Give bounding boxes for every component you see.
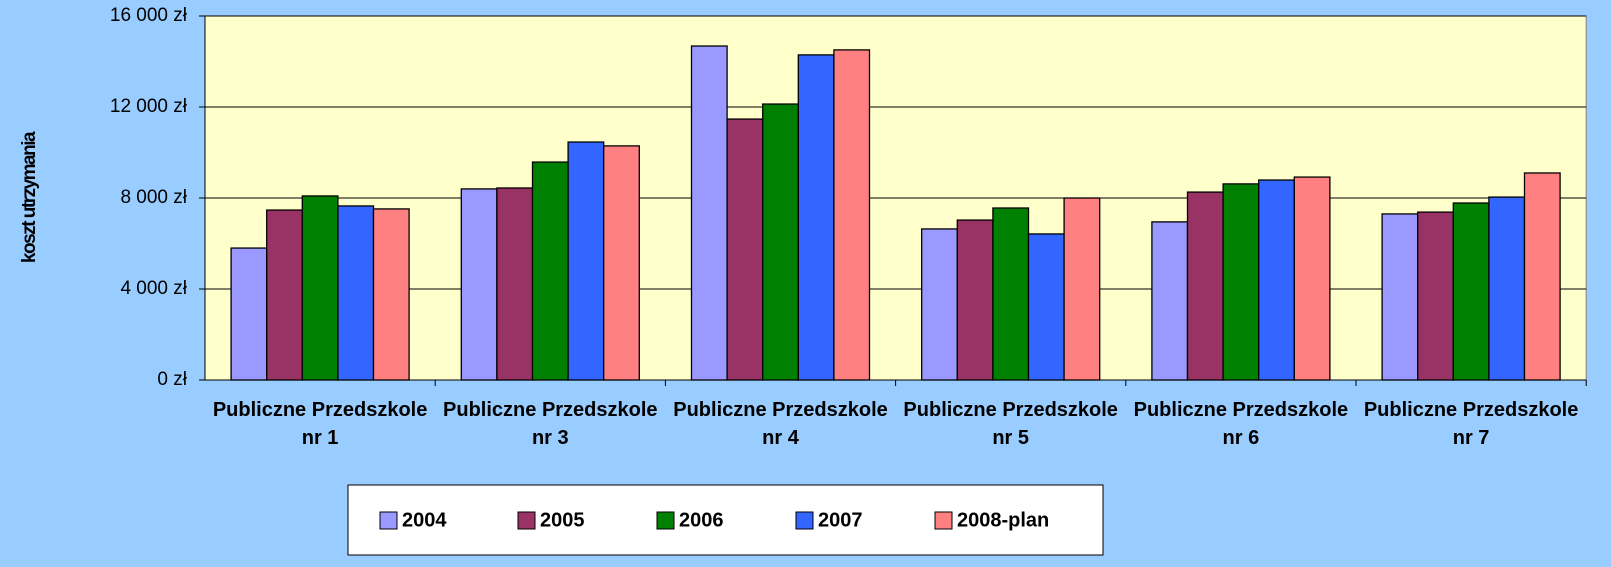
y-tick-label: 8 000 zł <box>120 187 187 208</box>
bar <box>1452 202 1490 381</box>
bar <box>1293 176 1331 381</box>
legend-swatch <box>379 511 398 530</box>
bar <box>1027 233 1065 381</box>
legend-label: 2006 <box>679 509 724 531</box>
x-tick-label: Publiczne Przedszkole nr 1 <box>212 399 428 449</box>
bar <box>833 49 871 381</box>
legend-label: 2005 <box>540 509 585 531</box>
legend-label: 2004 <box>402 509 447 531</box>
bar <box>372 208 410 381</box>
bar <box>1258 179 1295 381</box>
bar <box>337 205 375 381</box>
legend-swatch <box>934 511 953 530</box>
legend-swatch <box>517 511 536 530</box>
legend-swatch <box>656 511 675 530</box>
bar <box>690 45 728 381</box>
bar <box>1063 197 1101 381</box>
bar <box>1151 221 1189 381</box>
x-tick-label: Publiczne Przedszkole nr 4 <box>673 399 888 449</box>
x-tick-label: Publiczne Przedszkole nr 5 <box>903 399 1118 449</box>
bar <box>460 188 498 381</box>
bar <box>921 228 958 381</box>
bar <box>1417 211 1454 381</box>
bar <box>1523 172 1561 381</box>
bar <box>1488 196 1526 381</box>
bar <box>1186 191 1224 381</box>
x-tick-label: Publiczne Przedszkole nr 6 <box>1133 399 1349 449</box>
legend-swatch <box>795 511 814 530</box>
bar <box>567 141 605 381</box>
bar <box>603 145 640 381</box>
y-axis-title: koszt utrzymania <box>19 131 40 263</box>
y-tick-label: 0 zł <box>157 369 187 390</box>
bar <box>956 219 994 381</box>
bar <box>496 187 534 381</box>
legend-label: 2007 <box>818 509 863 531</box>
bar <box>992 207 1030 381</box>
bar <box>1381 213 1419 381</box>
y-tick-label: 16 000 zł <box>110 5 188 26</box>
y-tick-label: 4 000 zł <box>120 278 187 299</box>
y-tick-label: 12 000 zł <box>110 96 188 117</box>
bar <box>797 54 835 381</box>
bar <box>531 161 569 381</box>
bar <box>301 195 339 381</box>
x-tick-label: Publiczne Przedszkole nr 3 <box>443 399 658 449</box>
legend-label: 2008-plan <box>957 509 1049 531</box>
legend-box <box>347 484 1104 556</box>
bar <box>230 247 268 381</box>
bar <box>266 209 303 381</box>
bar <box>1222 183 1260 381</box>
x-tick-label: Publiczne Przedszkole nr 7 <box>1363 399 1579 449</box>
bar <box>726 118 764 381</box>
bar <box>762 103 799 381</box>
